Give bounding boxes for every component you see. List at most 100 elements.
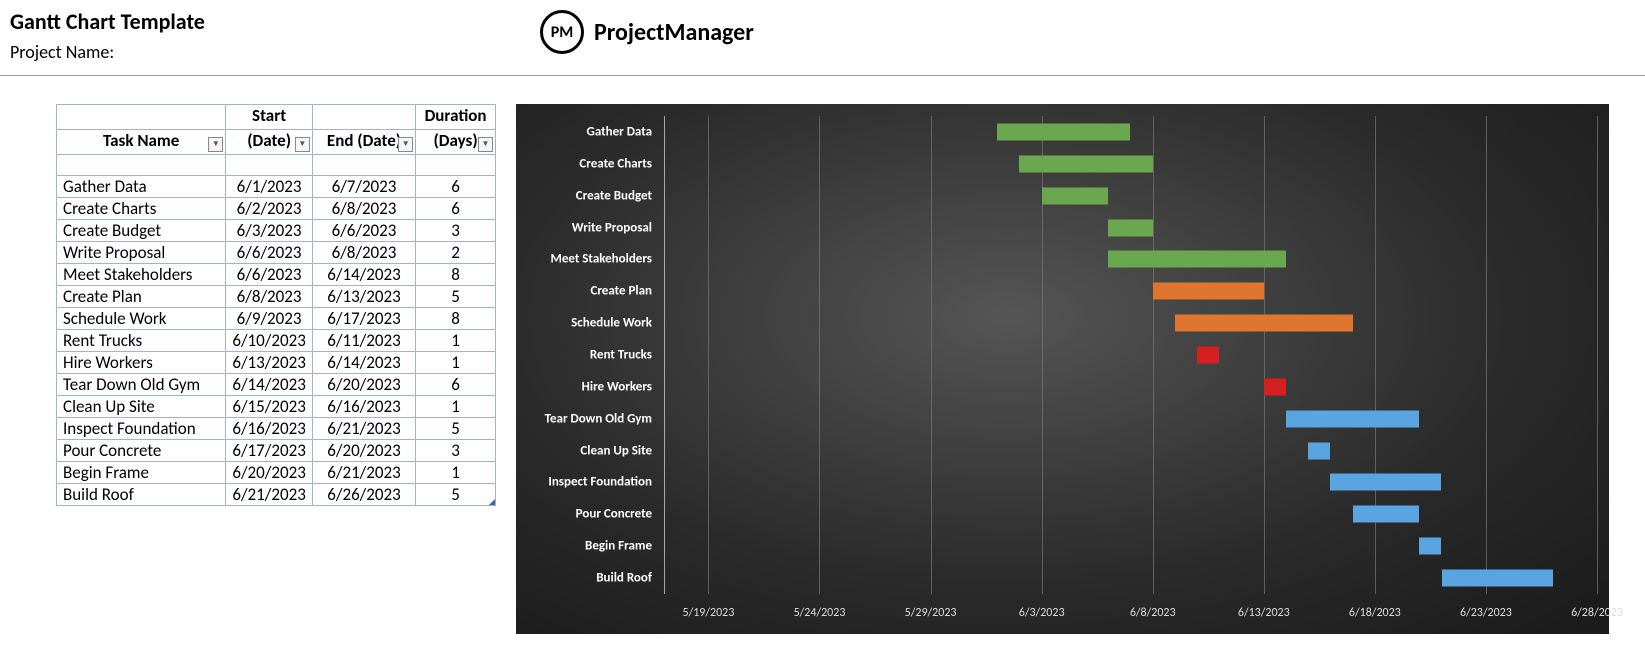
cell-duration[interactable]: 3 bbox=[416, 220, 496, 242]
cell-start[interactable]: 6/1/2023 bbox=[226, 176, 312, 198]
table-row[interactable]: Clean Up Site6/15/20236/16/20231 bbox=[57, 396, 496, 418]
cell-duration[interactable]: 5 bbox=[416, 484, 496, 506]
cell-end[interactable]: 6/8/2023 bbox=[312, 198, 415, 220]
gantt-bar[interactable] bbox=[1419, 538, 1441, 555]
cell-task[interactable]: Clean Up Site bbox=[57, 396, 226, 418]
table-row[interactable]: Hire Workers6/13/20236/14/20231 bbox=[57, 352, 496, 374]
cell-start[interactable]: 6/3/2023 bbox=[226, 220, 312, 242]
cell-end[interactable]: 6/8/2023 bbox=[312, 242, 415, 264]
filter-dropdown-icon[interactable]: ▼ bbox=[478, 137, 493, 152]
cell-task[interactable]: Pour Concrete bbox=[57, 440, 226, 462]
gantt-bar[interactable] bbox=[1264, 378, 1286, 395]
cell-task[interactable]: Build Roof bbox=[57, 484, 226, 506]
gantt-bar[interactable] bbox=[1353, 506, 1420, 523]
gantt-bar[interactable] bbox=[1286, 410, 1419, 427]
table-row[interactable]: Write Proposal6/6/20236/8/20232 bbox=[57, 242, 496, 264]
table-row[interactable]: Create Budget6/3/20236/6/20233 bbox=[57, 220, 496, 242]
cell-start[interactable]: 6/10/2023 bbox=[226, 330, 312, 352]
cell-duration[interactable]: 1 bbox=[416, 330, 496, 352]
cell-start[interactable]: 6/16/2023 bbox=[226, 418, 312, 440]
filter-dropdown-icon[interactable]: ▼ bbox=[398, 137, 413, 152]
task-table-body: Gather Data6/1/20236/7/20236Create Chart… bbox=[57, 155, 496, 506]
cell-end[interactable]: 6/14/2023 bbox=[312, 352, 415, 374]
cell-duration[interactable]: 5 bbox=[416, 286, 496, 308]
cell-start[interactable]: 6/14/2023 bbox=[226, 374, 312, 396]
cell-duration[interactable]: 2 bbox=[416, 242, 496, 264]
chart-gridline bbox=[819, 116, 820, 594]
table-row[interactable]: Create Plan6/8/20236/13/20235 bbox=[57, 286, 496, 308]
col-duration-header[interactable]: (Days) ▼ bbox=[416, 130, 496, 155]
cell-end[interactable]: 6/16/2023 bbox=[312, 396, 415, 418]
col-start-header[interactable]: (Date) ▼ bbox=[226, 130, 312, 155]
cell-end[interactable]: 6/11/2023 bbox=[312, 330, 415, 352]
cell-start[interactable]: 6/13/2023 bbox=[226, 352, 312, 374]
cell-start[interactable]: 6/17/2023 bbox=[226, 440, 312, 462]
cell-start[interactable]: 6/6/2023 bbox=[226, 242, 312, 264]
cell-start[interactable]: 6/2/2023 bbox=[226, 198, 312, 220]
cell-task[interactable]: Tear Down Old Gym bbox=[57, 374, 226, 396]
table-row[interactable]: Begin Frame6/20/20236/21/20231 bbox=[57, 462, 496, 484]
col-end-header[interactable]: End (Date) ▼ bbox=[312, 130, 415, 155]
cell-start[interactable]: 6/21/2023 bbox=[226, 484, 312, 506]
cell-duration[interactable]: 6 bbox=[416, 176, 496, 198]
gantt-bar[interactable] bbox=[1108, 251, 1286, 268]
cell-task[interactable]: Write Proposal bbox=[57, 242, 226, 264]
col-task-header[interactable]: Task Name ▼ bbox=[57, 130, 226, 155]
table-row[interactable]: Meet Stakeholders6/6/20236/14/20238 bbox=[57, 264, 496, 286]
table-row[interactable]: Tear Down Old Gym6/14/20236/20/20236 bbox=[57, 374, 496, 396]
cell-duration[interactable]: 1 bbox=[416, 352, 496, 374]
cell-duration[interactable]: 8 bbox=[416, 308, 496, 330]
filter-dropdown-icon[interactable]: ▼ bbox=[295, 137, 310, 152]
gantt-bar[interactable] bbox=[1308, 442, 1330, 459]
cell-end[interactable]: 6/26/2023 bbox=[312, 484, 415, 506]
cell-end[interactable]: 6/13/2023 bbox=[312, 286, 415, 308]
cell-end[interactable]: 6/20/2023 bbox=[312, 374, 415, 396]
gantt-bar[interactable] bbox=[1175, 315, 1353, 332]
gantt-bar[interactable] bbox=[1442, 570, 1553, 587]
cell-start[interactable]: 6/20/2023 bbox=[226, 462, 312, 484]
cell-duration[interactable]: 6 bbox=[416, 374, 496, 396]
cell-task[interactable]: Hire Workers bbox=[57, 352, 226, 374]
gantt-bar[interactable] bbox=[997, 123, 1130, 140]
cell-end[interactable]: 6/7/2023 bbox=[312, 176, 415, 198]
filter-dropdown-icon[interactable]: ▼ bbox=[208, 137, 223, 152]
cell-task[interactable]: Rent Trucks bbox=[57, 330, 226, 352]
cell-task[interactable]: Schedule Work bbox=[57, 308, 226, 330]
cell-task[interactable]: Gather Data bbox=[57, 176, 226, 198]
cell-start[interactable]: 6/15/2023 bbox=[226, 396, 312, 418]
cell-duration[interactable]: 8 bbox=[416, 264, 496, 286]
table-row[interactable]: Create Charts6/2/20236/8/20236 bbox=[57, 198, 496, 220]
table-row[interactable]: Rent Trucks6/10/20236/11/20231 bbox=[57, 330, 496, 352]
table-row[interactable]: Schedule Work6/9/20236/17/20238 bbox=[57, 308, 496, 330]
cell-duration[interactable]: 1 bbox=[416, 462, 496, 484]
cell-end[interactable]: 6/21/2023 bbox=[312, 418, 415, 440]
cell-task[interactable]: Meet Stakeholders bbox=[57, 264, 226, 286]
cell-duration[interactable]: 1 bbox=[416, 396, 496, 418]
cell-end[interactable]: 6/20/2023 bbox=[312, 440, 415, 462]
cell-start[interactable]: 6/6/2023 bbox=[226, 264, 312, 286]
cell-end[interactable]: 6/17/2023 bbox=[312, 308, 415, 330]
gantt-bar[interactable] bbox=[1197, 347, 1219, 364]
table-row[interactable]: Pour Concrete6/17/20236/20/20233 bbox=[57, 440, 496, 462]
cell-start[interactable]: 6/8/2023 bbox=[226, 286, 312, 308]
cell-task[interactable]: Create Budget bbox=[57, 220, 226, 242]
gantt-bar[interactable] bbox=[1019, 155, 1152, 172]
cell-duration[interactable]: 3 bbox=[416, 440, 496, 462]
gantt-bar[interactable] bbox=[1108, 219, 1152, 236]
cell-task[interactable]: Begin Frame bbox=[57, 462, 226, 484]
cell-end[interactable]: 6/21/2023 bbox=[312, 462, 415, 484]
table-row[interactable]: Build Roof6/21/20236/26/20235 bbox=[57, 484, 496, 506]
cell-task[interactable]: Create Plan bbox=[57, 286, 226, 308]
gantt-bar[interactable] bbox=[1042, 187, 1109, 204]
cell-end[interactable]: 6/14/2023 bbox=[312, 264, 415, 286]
cell-start[interactable]: 6/9/2023 bbox=[226, 308, 312, 330]
cell-task[interactable]: Inspect Foundation bbox=[57, 418, 226, 440]
table-row[interactable]: Inspect Foundation6/16/20236/21/20235 bbox=[57, 418, 496, 440]
cell-duration[interactable]: 5 bbox=[416, 418, 496, 440]
cell-end[interactable]: 6/6/2023 bbox=[312, 220, 415, 242]
cell-task[interactable]: Create Charts bbox=[57, 198, 226, 220]
table-row[interactable]: Gather Data6/1/20236/7/20236 bbox=[57, 176, 496, 198]
gantt-bar[interactable] bbox=[1330, 474, 1441, 491]
gantt-bar[interactable] bbox=[1153, 283, 1264, 300]
cell-duration[interactable]: 6 bbox=[416, 198, 496, 220]
